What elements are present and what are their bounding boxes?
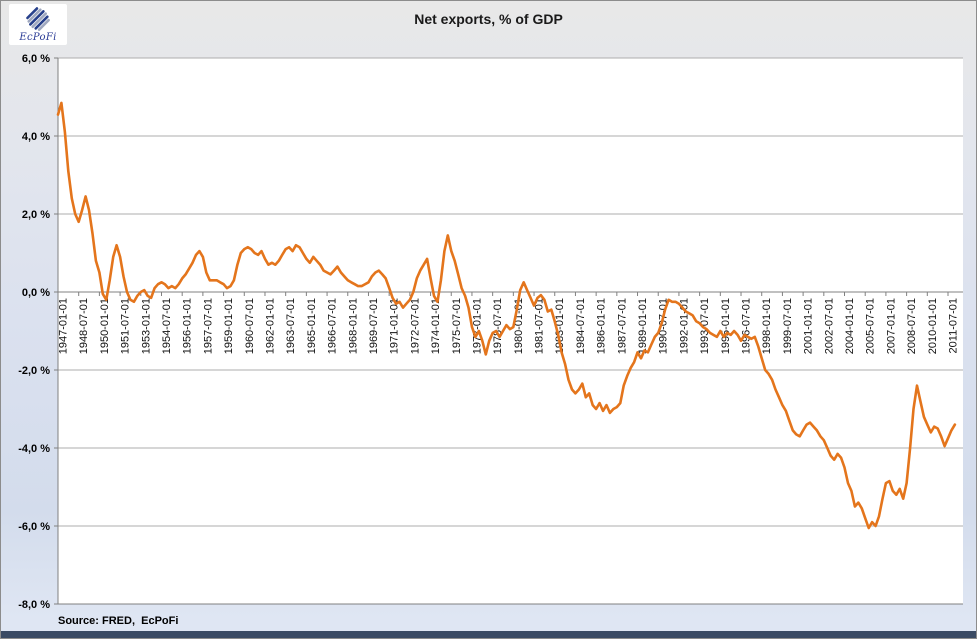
x-tick-label: 1990-07-01: [658, 298, 670, 354]
y-tick-label: 4,0 %: [22, 131, 50, 143]
x-tick-label: 1984-07-01: [575, 298, 587, 354]
x-tick-label: 1983-01-01: [554, 298, 566, 354]
x-tick-label: 1986-01-01: [596, 298, 608, 354]
data-line: [56, 101, 957, 530]
y-tick-label: -2,0 %: [18, 365, 50, 377]
x-tick-label: 1965-01-01: [306, 298, 318, 354]
x-tick-label: 1995-01-01: [720, 298, 732, 354]
x-tick-label: 1978-07-01: [492, 298, 504, 354]
x-tick-label: 1971-01-01: [389, 298, 401, 354]
x-tick-label: 1974-01-01: [430, 298, 442, 354]
y-tick-label: -8,0 %: [18, 599, 50, 611]
chart-title: Net exports, % of GDP: [414, 11, 563, 27]
x-tick-label: 1993-07-01: [699, 298, 711, 354]
x-tick-label: 1998-01-01: [761, 298, 773, 354]
x-tick-label: 1968-01-01: [347, 298, 359, 354]
source-note: Source: FRED, EcPoFi: [58, 615, 179, 627]
x-tick-label: 1996-07-01: [741, 298, 753, 354]
y-tick-label: 2,0 %: [22, 209, 50, 221]
x-tick-label: 1954-07-01: [161, 298, 173, 354]
x-tick-label: 1999-07-01: [782, 298, 794, 354]
x-tick-label: 1975-07-01: [451, 298, 463, 354]
ecpofi-logo-text: EcPoFi: [19, 32, 57, 43]
y-tick-label: 6,0 %: [22, 53, 50, 65]
x-tick-label: 2010-01-01: [927, 298, 939, 354]
bottom-accent-bar: [1, 631, 976, 638]
x-tick-label: 1953-01-01: [140, 298, 152, 354]
x-tick-label: 1959-01-01: [223, 298, 235, 354]
x-tick-label: 1960-07-01: [244, 298, 256, 354]
x-tick-label: 2007-01-01: [885, 298, 897, 354]
x-tick-label: 1977-01-01: [471, 298, 483, 354]
x-tick-label: 2005-07-01: [865, 298, 877, 354]
x-tick-label: 2011-07-01: [948, 298, 960, 353]
x-tick-label: 2002-07-01: [823, 298, 835, 354]
x-tick-label: 1987-07-01: [616, 298, 628, 354]
x-tick-label: 1969-07-01: [368, 298, 380, 354]
x-tick-label: 1951-07-01: [120, 298, 132, 354]
x-tick-label: 1956-01-01: [182, 298, 194, 354]
x-tick-label: 1989-01-01: [637, 298, 649, 354]
x-tick-label: 1947-01-01: [58, 298, 70, 354]
x-tick-label: 1957-07-01: [202, 298, 214, 354]
y-tick-label: 0,0 %: [22, 287, 50, 299]
ecpofi-logo: EcPoFi: [9, 4, 67, 45]
ecpofi-logo-icon: [26, 7, 50, 31]
x-tick-label: 1963-07-01: [285, 298, 297, 354]
x-tick-label: 2001-01-01: [803, 298, 815, 354]
x-tick-label: 1948-07-01: [78, 298, 90, 354]
x-tick-label: 1962-01-01: [264, 298, 276, 354]
x-tick-label: 1950-01-01: [99, 298, 111, 354]
x-tick-label: 2004-01-01: [844, 298, 856, 354]
plot-area: [58, 58, 963, 604]
x-tick-label: 1981-07-01: [534, 298, 546, 354]
x-tick-label: 1972-07-01: [409, 298, 421, 354]
x-tick-label: 2008-07-01: [906, 298, 918, 354]
y-tick-label: -4,0 %: [18, 443, 50, 455]
y-tick-label: -6,0 %: [18, 521, 50, 533]
x-tick-label: 1966-07-01: [327, 298, 339, 354]
